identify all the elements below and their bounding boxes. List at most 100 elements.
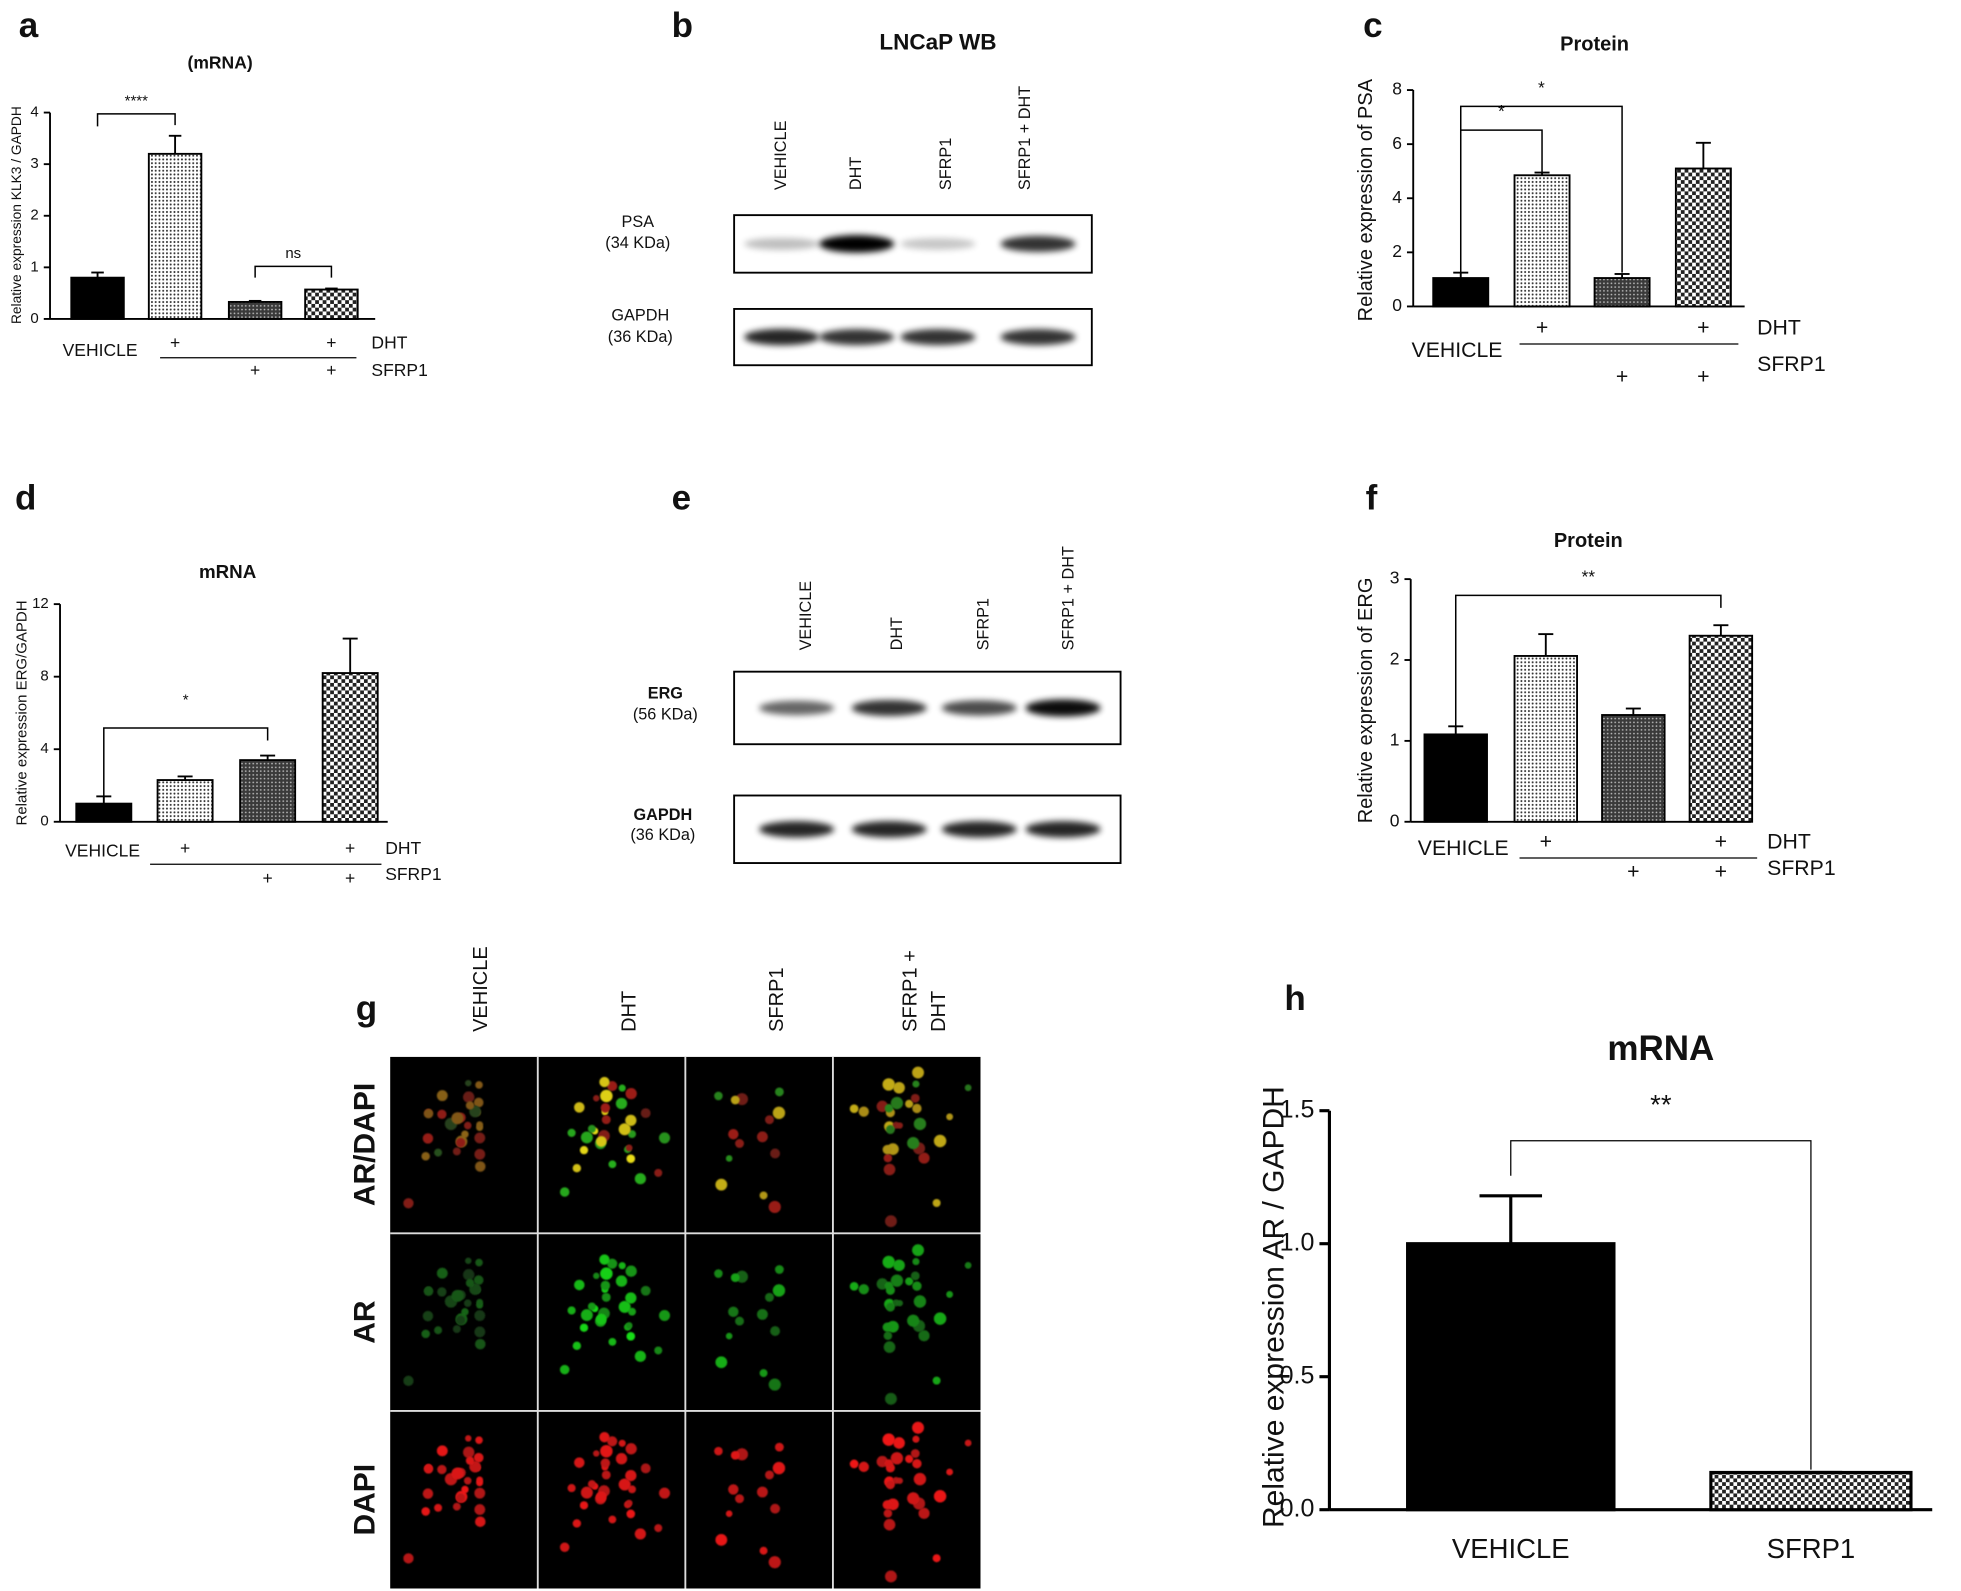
cell-nucleus <box>474 1148 486 1160</box>
treatment-label: DHT <box>371 333 407 353</box>
cell-nucleus <box>618 1084 626 1092</box>
treatment-label: DHT <box>1757 316 1801 340</box>
cell-nucleus <box>849 1459 859 1469</box>
cell-nucleus <box>476 1476 484 1484</box>
cell-nucleus <box>735 1494 744 1504</box>
cell-nucleus <box>587 1480 596 1489</box>
panel-letter: d <box>15 479 36 518</box>
cell-nucleus <box>634 1173 646 1185</box>
cell-nucleus <box>725 1332 733 1340</box>
bar <box>1432 277 1490 308</box>
cell-nucleus <box>451 1289 464 1302</box>
lane-label: DHT <box>888 617 906 650</box>
cell-nucleus <box>714 1091 723 1101</box>
y-tick-label: 0.5 <box>1280 1361 1315 1389</box>
cell-nucleus <box>600 1444 613 1458</box>
cell-nucleus <box>452 1147 461 1156</box>
cell-nucleus <box>579 1145 589 1155</box>
cell-nucleus <box>618 1262 626 1270</box>
cell-nucleus <box>601 1292 611 1302</box>
significance-bracket <box>1454 594 1722 730</box>
cell-nucleus <box>768 1556 781 1569</box>
y-tick-label: 0.0 <box>1280 1494 1315 1522</box>
cell-nucleus <box>465 1435 472 1442</box>
protein-size: (56 KDa) <box>633 706 698 724</box>
y-tick-label: 0 <box>30 310 38 327</box>
row-label: AR/DAPI <box>348 1083 381 1206</box>
lane-label: SFRP1 <box>975 598 993 650</box>
cell-nucleus <box>628 1307 637 1316</box>
cell-nucleus <box>618 1439 626 1447</box>
cell-nucleus <box>883 1518 896 1531</box>
panel-letter: f <box>1366 479 1378 518</box>
cell-nucleus <box>912 1244 925 1257</box>
blot-band <box>744 237 820 250</box>
significance-bracket <box>254 265 333 278</box>
treatment-label: SFRP1 <box>371 360 427 380</box>
cell-nucleus <box>626 1509 636 1519</box>
cell-nucleus <box>475 1258 483 1267</box>
cell-nucleus <box>913 1295 927 1308</box>
significance-label: * <box>1498 101 1505 121</box>
column-label: VEHICLE <box>470 946 492 1032</box>
cell-nucleus <box>730 1273 740 1283</box>
cell-nucleus <box>476 1298 484 1306</box>
blot-band <box>1000 329 1076 346</box>
cell-nucleus <box>559 1364 570 1375</box>
cell-nucleus <box>587 1302 596 1311</box>
cell-nucleus <box>475 1338 486 1350</box>
cell-nucleus <box>474 1504 486 1515</box>
cell-nucleus <box>883 1163 896 1176</box>
cell-nucleus <box>883 1331 893 1341</box>
cell-nucleus <box>765 1470 774 1480</box>
blot-title: LNCaP WB <box>879 30 996 55</box>
bar <box>321 672 379 823</box>
cell-nucleus <box>893 1259 905 1272</box>
cell-nucleus <box>403 1198 414 1209</box>
cell-nucleus <box>890 1096 904 1110</box>
bar <box>75 802 133 823</box>
cell-nucleus <box>774 1265 784 1274</box>
cell-nucleus <box>451 1467 464 1480</box>
cell-nucleus <box>600 1458 611 1468</box>
cell-nucleus <box>756 1486 768 1498</box>
cell-nucleus <box>615 1275 628 1287</box>
bar <box>1406 1242 1616 1512</box>
cell-nucleus <box>625 1499 633 1507</box>
treatment-mark: + <box>250 360 260 380</box>
bar <box>1674 167 1732 308</box>
chart-title: Protein <box>1560 33 1629 55</box>
cell-nucleus <box>476 1121 484 1129</box>
cell-nucleus <box>593 1272 600 1280</box>
cell-nucleus <box>884 1459 894 1468</box>
cell-nucleus <box>774 1087 784 1097</box>
cell-nucleus <box>580 1309 593 1322</box>
bar <box>239 759 297 823</box>
panel-letter: a <box>19 6 39 45</box>
cell-nucleus <box>465 1079 472 1087</box>
y-axis-label: Relative expression of PSA <box>1355 78 1377 321</box>
cell-nucleus <box>475 1081 483 1089</box>
cell-nucleus <box>946 1468 954 1476</box>
cell-nucleus <box>600 1280 611 1291</box>
cell-nucleus <box>601 1115 611 1125</box>
blot-band <box>851 821 927 838</box>
cell-nucleus <box>884 1281 894 1291</box>
cell-nucleus <box>463 1477 472 1485</box>
cell-nucleus <box>572 1164 582 1173</box>
cell-nucleus <box>463 1269 475 1281</box>
vehicle-label: VEHICLE <box>63 340 138 360</box>
treatment-mark: + <box>1627 860 1639 884</box>
cell-nucleus <box>858 1284 869 1295</box>
cell-nucleus <box>912 1258 920 1266</box>
significance-label: **** <box>125 92 149 109</box>
cell-nucleus <box>882 1322 893 1332</box>
cell-nucleus <box>580 1131 593 1144</box>
cell-nucleus <box>625 1265 637 1277</box>
significance-label: ** <box>1650 1089 1672 1120</box>
cell-nucleus <box>714 1446 723 1456</box>
cell-nucleus <box>600 1089 613 1103</box>
vehicle-label: VEHICLE <box>1412 338 1503 362</box>
cell-nucleus <box>918 1152 930 1164</box>
cell-nucleus <box>423 1286 434 1296</box>
